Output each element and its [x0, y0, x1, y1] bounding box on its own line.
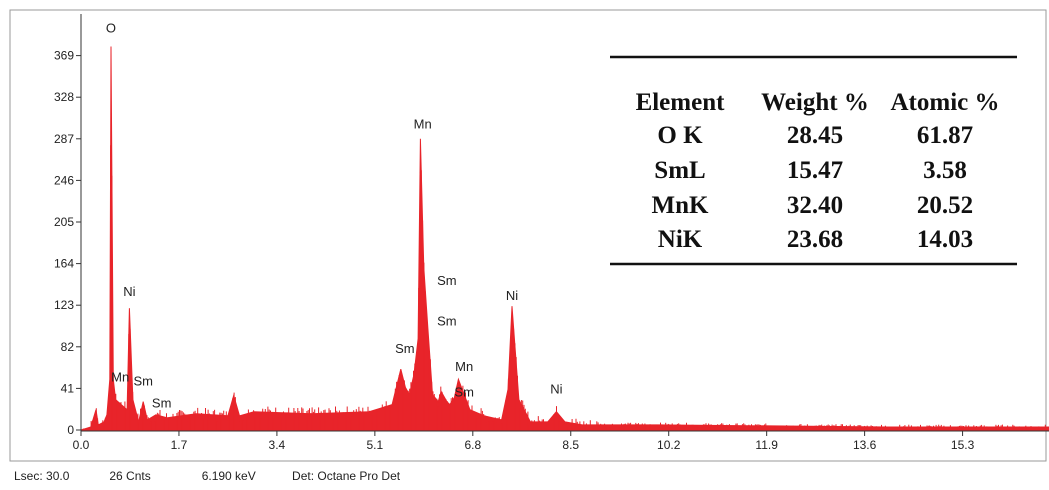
table-background [610, 60, 1017, 265]
spectrum-layer [80, 46, 1049, 431]
table-header: Element [636, 89, 726, 116]
x-tick-label: 0.0 [73, 438, 90, 452]
y-tick-label: 82 [61, 340, 75, 354]
peak-label: Ni [506, 288, 518, 303]
spectrum-noise [81, 145, 1048, 430]
composition-table: Element Weight % Atomic % O K 28.45 61.87 SmL 1… [610, 55, 1017, 266]
peak-label: Sm [395, 341, 415, 356]
peak-label: Mn [111, 369, 129, 384]
peak-label: Sm [437, 273, 457, 288]
peak-label: Sm [437, 313, 457, 328]
peak-label: Sm [133, 373, 153, 388]
x-tick-label: 5.1 [367, 438, 384, 452]
x-tick-label: 8.5 [562, 438, 579, 452]
y-tick-label: 287 [54, 132, 74, 146]
peak-labels: O Ni Mn Sm Sm Mn Sm Sm Sm Mn Sm Ni Ni [106, 20, 563, 410]
peak-label: Sm [152, 396, 172, 411]
table-cell: 61.87 [917, 122, 973, 149]
table-cell: 3.58 [923, 157, 967, 184]
table-cell: SmL [654, 157, 705, 184]
peak-label: Mn [455, 359, 473, 374]
x-tick-label: 13.6 [853, 438, 877, 452]
status-bar: Lsec: 30.0 26 Cnts 6.190 keV Det: Octane… [14, 469, 400, 483]
x-tick-label: 6.8 [464, 438, 481, 452]
peak-label: Sm [454, 385, 474, 400]
detector-name: Det: Octane Pro Det [292, 469, 401, 483]
table-header: Weight % [761, 89, 869, 116]
x-tick-label: 1.7 [171, 438, 188, 452]
y-tick-label: 123 [54, 298, 74, 312]
x-tick-label: 10.2 [657, 438, 681, 452]
y-tick-label: 164 [54, 257, 74, 271]
x-tick-label: 3.4 [269, 438, 286, 452]
y-tick-label: 0 [67, 423, 74, 437]
table-cell: 20.52 [917, 192, 973, 219]
table-cell: 23.68 [787, 226, 843, 253]
y-tick-label: 328 [54, 90, 74, 104]
peak-label: Mn [414, 117, 432, 132]
table-cell: 15.47 [787, 157, 843, 184]
counts-readout: 26 Cnts [109, 469, 151, 483]
energy-readout: 6.190 keV [201, 469, 256, 483]
peak-label: Ni [550, 381, 562, 396]
peak-label: O [106, 20, 116, 35]
plot-frame [9, 9, 1047, 462]
table-cell: MnK [652, 192, 710, 219]
x-tick-label: 15.3 [951, 438, 975, 452]
x-tick-label: 11.9 [755, 438, 778, 452]
x-tick-labels: 0.0 1.7 3.4 5.1 6.8 8.5 10.2 11.9 13.6 15.3 [73, 431, 975, 452]
table-cell: 14.03 [917, 226, 973, 253]
peak-label: Ni [123, 284, 135, 299]
table-cell: 28.45 [787, 122, 843, 149]
table-cell: 32.40 [787, 192, 843, 219]
y-tick-labels: 0 41 82 123 164 205 246 287 328 369 [54, 49, 81, 437]
live-seconds: Lsec: 30.0 [14, 469, 70, 483]
table-cell: O K [657, 122, 703, 149]
y-tick-label: 369 [54, 49, 74, 63]
y-tick-label: 205 [54, 215, 74, 229]
y-tick-label: 41 [61, 381, 75, 395]
table-header: Atomic % [891, 89, 1000, 116]
table-cell: NiK [658, 226, 703, 253]
y-tick-label: 246 [54, 173, 74, 187]
